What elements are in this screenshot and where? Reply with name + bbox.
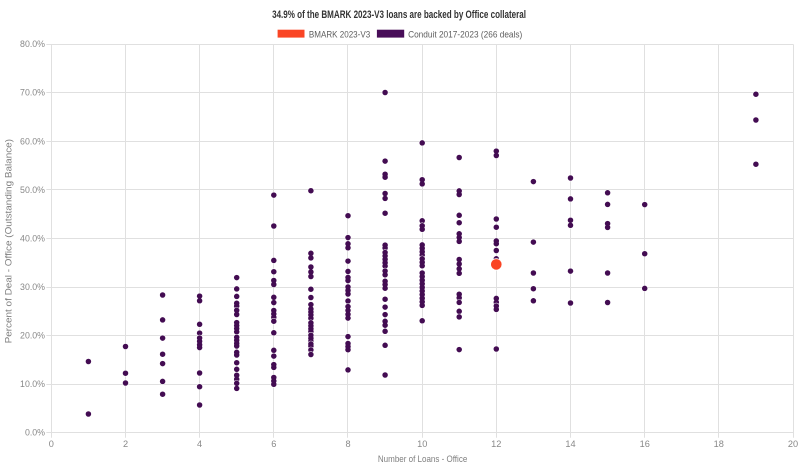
- svg-text:10: 10: [417, 439, 427, 449]
- svg-text:14: 14: [565, 439, 575, 449]
- svg-text:0.0%: 0.0%: [25, 428, 45, 438]
- svg-text:18: 18: [714, 439, 724, 449]
- svg-text:2: 2: [123, 439, 128, 449]
- svg-text:BMARK 2023-V3: BMARK 2023-V3: [309, 29, 370, 39]
- svg-text:12: 12: [491, 439, 501, 449]
- svg-text:50.0%: 50.0%: [20, 185, 45, 195]
- svg-text:Percent of Deal - Office (Outs: Percent of Deal - Office (Outstanding Ba…: [3, 139, 14, 343]
- svg-text:20: 20: [788, 439, 798, 449]
- svg-text:34.9% of the BMARK 2023-V3 loa: 34.9% of the BMARK 2023-V3 loans are bac…: [272, 9, 526, 21]
- svg-text:70.0%: 70.0%: [20, 88, 45, 98]
- svg-text:Conduit 2017-2023 (266 deals): Conduit 2017-2023 (266 deals): [408, 29, 522, 39]
- svg-text:8: 8: [345, 439, 350, 449]
- svg-text:Number of Loans - Office: Number of Loans - Office: [378, 454, 467, 464]
- svg-text:10.0%: 10.0%: [20, 379, 45, 389]
- svg-text:30.0%: 30.0%: [20, 282, 45, 292]
- svg-text:0: 0: [49, 439, 54, 449]
- svg-text:60.0%: 60.0%: [20, 136, 45, 146]
- svg-text:40.0%: 40.0%: [20, 233, 45, 243]
- svg-text:16: 16: [640, 439, 650, 449]
- svg-text:80.0%: 80.0%: [20, 39, 45, 49]
- svg-text:4: 4: [197, 439, 202, 449]
- svg-text:6: 6: [271, 439, 276, 449]
- svg-text:20.0%: 20.0%: [20, 331, 45, 341]
